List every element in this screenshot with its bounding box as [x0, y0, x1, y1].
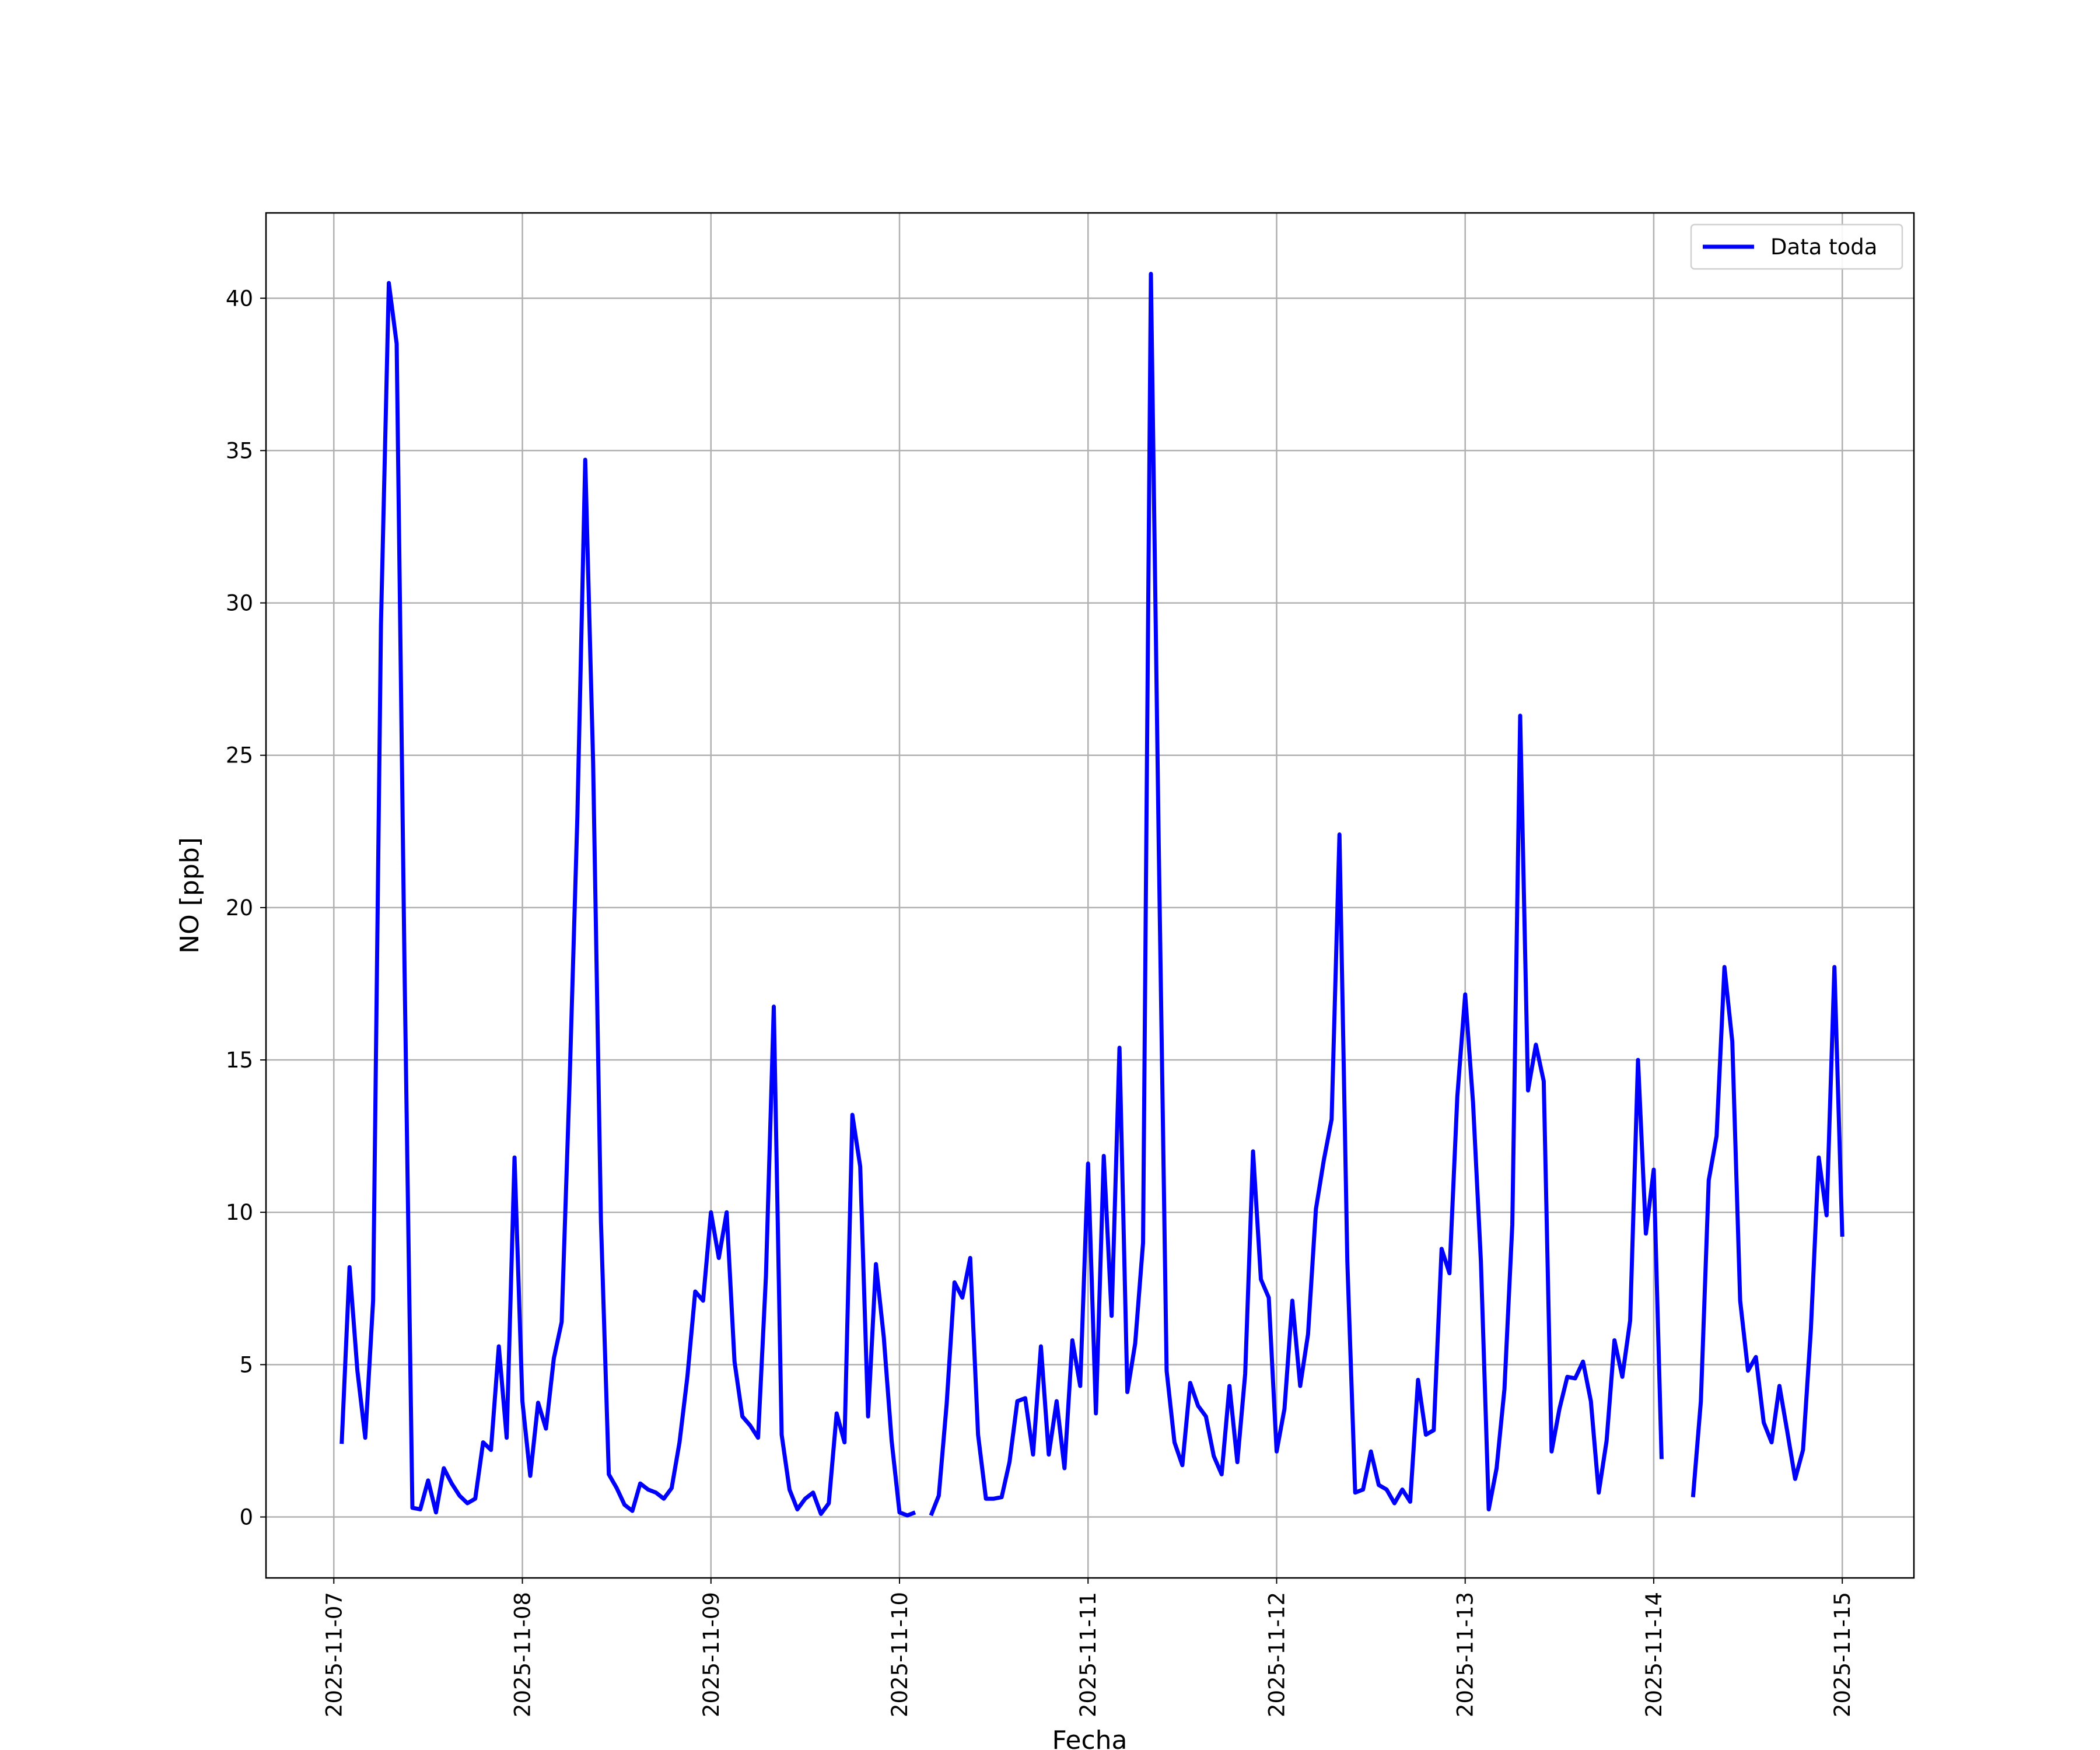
data-line [340, 271, 1845, 1518]
x-tick-label: 2025-11-15 [1830, 1592, 1855, 1717]
y-tick-label: 15 [226, 1048, 253, 1073]
x-axis-label: Fecha [1052, 1726, 1127, 1750]
plot-frame [265, 212, 1915, 1579]
legend-box [1690, 223, 1903, 270]
x-tick-label: 2025-11-10 [887, 1592, 912, 1717]
x-tick-label: 2025-11-08 [510, 1592, 536, 1717]
y-tick-label: 5 [239, 1352, 253, 1377]
y-tick-label: 35 [226, 438, 253, 463]
y-tick-label: 25 [226, 743, 253, 768]
x-tick-label: 2025-11-14 [1642, 1592, 1667, 1717]
x-tick-label: 2025-11-13 [1453, 1592, 1478, 1717]
x-tick-label: 2025-11-11 [1076, 1592, 1101, 1717]
y-tick-label: 30 [226, 591, 253, 616]
y-axis-label: NO [ppb] [175, 837, 205, 954]
x-tick-label: 2025-11-09 [699, 1592, 724, 1717]
legend-label: Data toda [1770, 235, 1877, 260]
y-tick-label: 20 [226, 895, 253, 921]
y-tick-label: 10 [226, 1200, 253, 1225]
x-tick-label: 2025-11-12 [1264, 1592, 1289, 1717]
y-tick-label: 40 [226, 286, 253, 311]
y-tick-label: 0 [239, 1505, 253, 1530]
legend: Data toda [1690, 223, 1903, 270]
x-tick-label: 2025-11-07 [321, 1592, 346, 1717]
